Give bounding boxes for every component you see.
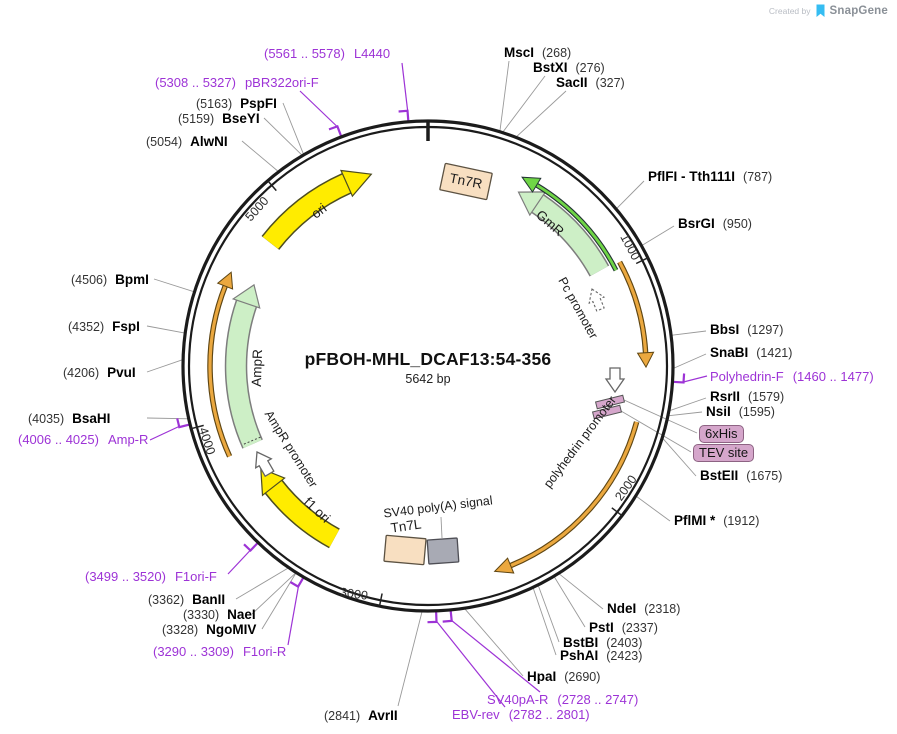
plasmid-backbone (181, 119, 675, 613)
orf-arrowhead (216, 271, 234, 290)
orf-arcs[interactable] (207, 260, 655, 574)
tev-feature-mark[interactable] (591, 404, 623, 420)
plasmid-title-block: pFBOH-MHL_DCAF13:54-356 5642 bp (305, 349, 552, 386)
tn7l-feature-box[interactable] (383, 534, 427, 566)
ampr-promoter-arrow[interactable] (254, 451, 275, 478)
site-label-pspfi[interactable]: (5163) PspFI (196, 96, 277, 111)
primer-ticks (176, 109, 686, 624)
site-label-ndei[interactable]: NdeI (2318) (607, 601, 681, 616)
ampr-feature-arrow[interactable] (224, 283, 263, 449)
sv40-polya-feature-box[interactable] (426, 537, 460, 565)
site-label-naei[interactable]: (3330) NaeI (183, 607, 256, 622)
primer-label-l4440[interactable]: (5561 .. 5578) L4440 (264, 46, 391, 61)
primer-label-ebv-rev[interactable]: EBV-rev (2782 .. 2801) (452, 707, 590, 722)
site-label-rsrii[interactable]: RsrII (1579) (710, 389, 785, 404)
f1-ori-feature-arrow[interactable] (260, 467, 341, 549)
primer-label-f1ori-r[interactable]: (3290 .. 3309) F1ori-R (153, 644, 287, 659)
site-label-pvui[interactable]: (4206) PvuI (63, 365, 136, 380)
credit-brand: SnapGene (829, 5, 888, 17)
site-label-pflmi[interactable]: PflMI * (1912) (674, 513, 760, 528)
primer-label-polyhedrin-f[interactable]: Polyhedrin-F (1460 .. 1477) (710, 369, 874, 384)
site-label-bsrgi[interactable]: BsrGI (950) (678, 216, 752, 231)
6xhis-tag-label[interactable]: 6xHis (699, 425, 744, 443)
orf-arrowhead (493, 557, 515, 574)
site-label-bseyi[interactable]: (5159) BseYI (178, 111, 260, 126)
site-label-avrii[interactable]: (2841) AvrII (324, 708, 398, 723)
site-label-msci[interactable]: MscI (268) (504, 45, 572, 60)
tev-site-tag-label[interactable]: TEV site (693, 444, 755, 462)
gmr-feature-arrow[interactable] (517, 191, 610, 277)
site-label-bsahi[interactable]: (4035) BsaHI (28, 411, 111, 426)
site-label-hpai[interactable]: HpaI (2690) (527, 669, 601, 684)
primer-leader-lines (149, 62, 708, 708)
ruler-ticks (190, 180, 649, 607)
tn7r-feature-box[interactable] (439, 162, 493, 201)
primer-label-amp-r[interactable]: (4006 .. 4025) Amp-R (18, 432, 149, 447)
primer-label-sv40pa-r[interactable]: SV40pA-R (2728 .. 2747) (487, 692, 639, 707)
site-label-pflfi-tth111i[interactable]: PflFI - Tth111I (787) (648, 169, 773, 184)
leader-lines (146, 60, 707, 707)
site-label-nsii[interactable]: NsiI (1595) (706, 404, 775, 419)
site-label-pshai[interactable]: PshAI (2423) (560, 648, 643, 663)
site-label-bsteii[interactable]: BstEII (1675) (700, 468, 783, 483)
6xhis-feature-mark[interactable] (594, 394, 626, 410)
site-label-psti[interactable]: PstI (2337) (589, 620, 658, 635)
gmr-orf-arc[interactable] (521, 176, 619, 272)
pc-promoter-arrow[interactable] (588, 288, 606, 312)
ori-feature-arrow[interactable] (261, 169, 373, 250)
site-label-bbsi[interactable]: BbsI (1297) (710, 322, 784, 337)
ampr-signal-divider (241, 436, 261, 446)
site-label-snabi[interactable]: SnaBI (1421) (710, 345, 793, 360)
site-label-fspi[interactable]: (4352) FspI (68, 319, 140, 334)
orf-arrowhead (636, 351, 655, 369)
snapgene-logo-icon (816, 4, 825, 17)
primer-label-f1ori-f[interactable]: (3499 .. 3520) F1ori-F (85, 569, 217, 584)
plasmid-size: 5642 bp (405, 372, 451, 386)
polyhedrin-promoter-arrow[interactable] (604, 367, 626, 394)
credit-prefix: Created by (768, 6, 811, 16)
ampr-label[interactable]: AmpR (248, 348, 266, 388)
site-label-bstxi[interactable]: BstXI (276) (533, 60, 605, 75)
site-label-ngomiv[interactable]: (3328) NgoMIV (162, 622, 257, 637)
site-label-bpmi[interactable]: (4506) BpmI (71, 272, 149, 287)
snapgene-credit: Created by SnapGene (769, 4, 888, 18)
site-label-banii[interactable]: (3362) BanII (148, 592, 226, 607)
site-label-sacii[interactable]: SacII (327) (556, 75, 625, 90)
plasmid-name: pFBOH-MHL_DCAF13:54-356 (304, 349, 552, 369)
primer-label-pbr322ori-f[interactable]: (5308 .. 5327) pBR322ori-F (155, 75, 319, 90)
site-label-alwni[interactable]: (5054) AlwNI (146, 134, 228, 149)
site-label-bstbi[interactable]: BstBI (2403) (563, 635, 643, 650)
